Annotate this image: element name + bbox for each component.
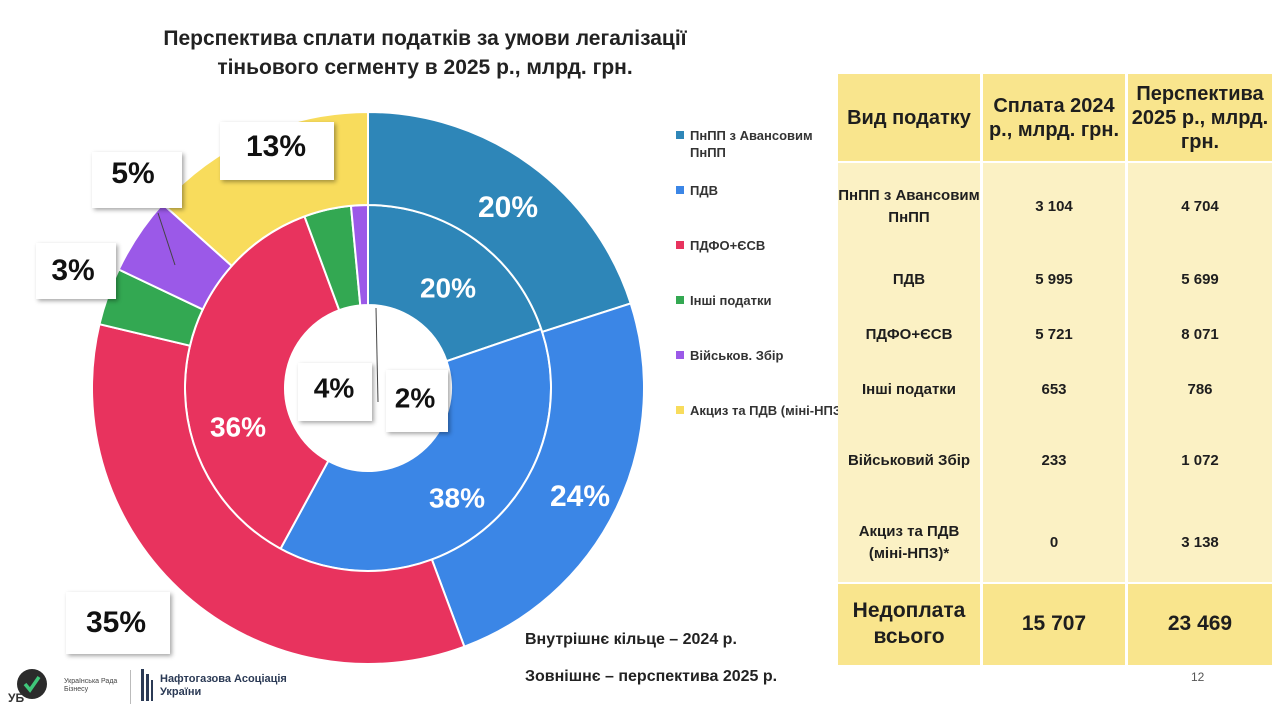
table-divider	[838, 161, 1272, 163]
legend-label: Акциз та ПДВ (міні-НПЗ)*	[690, 403, 851, 418]
table-cell-2025: 3 138	[1181, 534, 1219, 551]
table-divider	[838, 582, 1272, 584]
legend-swatch	[676, 241, 684, 249]
outer-data-label-1: 24%	[550, 480, 610, 513]
table-cell-2024: 5 995	[1035, 270, 1073, 288]
legend-label: ПДВ	[690, 183, 718, 198]
leader-line-1	[157, 212, 176, 266]
nafto-logo-text: Нафтогазова Асоціація України	[160, 673, 287, 698]
table-cell-2025: 8 071	[1181, 325, 1219, 343]
leader-line-0	[375, 307, 379, 403]
table-footer-2024: 15 707	[983, 583, 1125, 665]
table-cell-2025: 1 072	[1181, 451, 1219, 469]
outer-label-box-3	[36, 243, 116, 299]
tax-table: Вид податку Сплата 2024 р., млрд. грн. П…	[838, 74, 1272, 665]
outer-ring-slice-2	[91, 322, 466, 665]
legend-swatch	[676, 406, 684, 414]
legend-label: Інші податки	[690, 293, 772, 308]
table-divider	[980, 74, 983, 665]
table-cell-2024: 233	[1041, 451, 1067, 469]
outer-ring-note: Зовнішнє – перспектива 2025 р.	[525, 668, 778, 685]
inner-label-box-4	[386, 370, 448, 432]
page-number: 12	[1191, 670, 1205, 684]
table-cell-type: ПДВ	[892, 270, 926, 288]
table-header-2025: Перспектива 2025 р., млрд. грн.	[1128, 74, 1272, 162]
inner-data-label-4: 2%	[395, 382, 436, 413]
table-cell-2024: 5 721	[1035, 325, 1073, 343]
table-cell-2025: 786	[1187, 381, 1213, 398]
legend-item-pdfo: ПДФО+ЄСВ	[676, 237, 851, 254]
table-footer-2025: 23 469	[1128, 583, 1272, 665]
table-header-2024: Сплата 2024 р., млрд. грн.	[983, 74, 1125, 162]
table-cell-2025: 4 704	[1181, 198, 1219, 215]
table-cell-type: Інші податки	[861, 381, 957, 398]
outer-label-box-5	[220, 122, 334, 180]
legend-label: ПнПП з Авансовим ПнПП	[690, 128, 813, 160]
outer-ring-slice-0	[367, 110, 632, 334]
legend-item-other: Інші податки	[676, 292, 851, 309]
legend-item-military: Військов. Збір	[676, 347, 851, 364]
outer-label-box-4	[92, 152, 182, 208]
table-cell-type: Акциз та ПДВ (міні-НПЗ)*	[858, 523, 960, 562]
chart-title-line-2: тіньового сегменту в 2025 р., млрд. грн.	[217, 56, 633, 79]
outer-data-label-5: 13%	[246, 130, 306, 163]
inner-data-label-3: 4%	[314, 372, 355, 403]
table-cell-2024: 3 104	[1035, 198, 1073, 215]
chart-title-line-1: Перспектива сплати податків за умови лег…	[163, 27, 687, 50]
nafto-logo-icon	[141, 669, 153, 701]
inner-label-box-3	[298, 363, 372, 421]
outer-label-box-2	[66, 592, 170, 654]
inner-data-label-2: 36%	[210, 411, 266, 442]
logo-divider	[130, 670, 131, 704]
outer-data-label-3: 3%	[51, 254, 94, 287]
table-cell-type: Військовий Збір	[847, 451, 971, 469]
legend-item-excise: Акциз та ПДВ (міні-НПЗ)*	[676, 402, 851, 419]
outer-data-label-2: 35%	[86, 606, 146, 639]
outer-data-label-4: 5%	[111, 157, 154, 190]
svg-text:УБ: УБ	[8, 691, 24, 705]
legend-item-pdv: ПДВ	[676, 182, 851, 199]
table-cell-type: ПнПП з Авансовим ПнПП	[838, 187, 980, 226]
table-header-type: Вид податку	[838, 74, 980, 162]
table-footer-label: Недоплата всього	[838, 583, 980, 665]
table-cell-type: ПДФО+ЄСВ	[865, 325, 953, 343]
legend-swatch	[676, 186, 684, 194]
table-cell-2025: 5 699	[1181, 270, 1219, 288]
outer-data-label-0: 20%	[478, 191, 538, 224]
ub-logo: УБ	[8, 669, 47, 705]
inner-data-label-1: 38%	[429, 482, 485, 513]
table-cell-2024: 0	[1049, 534, 1059, 551]
legend-swatch	[676, 296, 684, 304]
legend-swatch	[676, 131, 684, 139]
inner-data-label-0: 20%	[420, 272, 476, 303]
legend-item-pnpp: ПнПП з Авансовим ПнПП	[676, 127, 851, 161]
table-divider	[1125, 74, 1128, 665]
legend-label: ПДФО+ЄСВ	[690, 238, 766, 253]
chart-title: Перспектива сплати податків за умови лег…	[80, 24, 770, 82]
legend-swatch	[676, 351, 684, 359]
inner-ring-note: Внутрішнє кільце – 2024 р.	[525, 631, 737, 648]
table-cell-2024: 653	[1041, 381, 1067, 398]
ub-logo-text: Українська Рада Бізнесу	[64, 678, 118, 693]
legend-label: Військов. Збір	[690, 348, 784, 363]
donut-chart: 20% 38% 36% 4% 2% 20% 24% 35% 3% 5% 13%	[36, 110, 645, 665]
outer-ring-slice-1	[430, 302, 645, 648]
